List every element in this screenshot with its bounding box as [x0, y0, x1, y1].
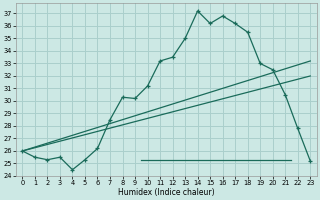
- X-axis label: Humidex (Indice chaleur): Humidex (Indice chaleur): [118, 188, 215, 197]
